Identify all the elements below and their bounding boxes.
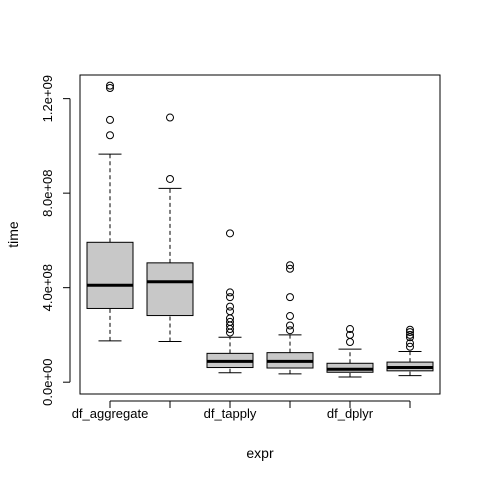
outlier-point	[166, 113, 174, 122]
y-axis-label: time	[5, 221, 21, 248]
x-tick-label: df_dplyr	[327, 406, 374, 421]
y-tick-label: 8.0e+08	[40, 169, 55, 216]
outlier-point	[226, 317, 234, 326]
box	[146, 262, 194, 317]
x-axis-label: expr	[246, 445, 274, 461]
outlier-point	[106, 131, 114, 140]
outlier-point	[106, 81, 114, 90]
outlier-point	[406, 330, 414, 339]
outlier-point	[286, 321, 294, 330]
outlier-point	[406, 328, 414, 337]
outlier-point	[226, 229, 234, 238]
box	[86, 241, 134, 309]
outlier-point	[406, 333, 414, 342]
outlier-point	[346, 325, 354, 334]
outlier-point	[226, 293, 234, 302]
x-tick-label: df_tapply	[204, 406, 257, 421]
outlier-point	[166, 174, 174, 183]
outlier-point	[346, 330, 354, 339]
outlier-point	[106, 115, 114, 124]
outlier-point	[286, 326, 294, 335]
outlier-point	[406, 339, 414, 348]
outlier-point	[346, 338, 354, 347]
plot-frame	[79, 74, 441, 395]
outlier-point	[286, 261, 294, 270]
y-tick-label: 0.0e+00	[40, 359, 55, 406]
outlier-point	[406, 325, 414, 334]
outlier-point	[226, 288, 234, 297]
x-tick-label: df_aggregate	[72, 406, 149, 421]
y-tick-label: 1.2e+09	[40, 75, 55, 122]
outlier-point	[406, 342, 414, 351]
outlier-point	[106, 83, 114, 92]
y-tick-label: 4.0e+08	[40, 264, 55, 311]
plot-area: df_aggregate df_tapply df_dplyr 0.0e+00 4.0e…	[40, 74, 441, 421]
outlier-point	[286, 293, 294, 302]
outlier-point	[286, 312, 294, 321]
outlier-point	[226, 302, 234, 311]
outlier-point	[286, 264, 294, 273]
outlier-point	[226, 307, 234, 316]
